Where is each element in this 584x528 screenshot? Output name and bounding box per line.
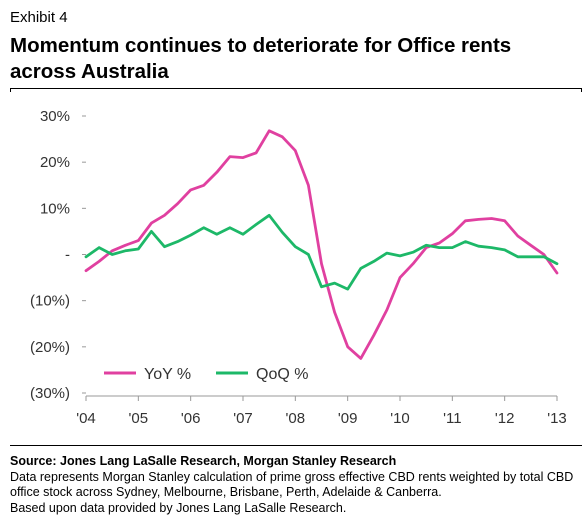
x-tick-label: '12 [495,410,515,427]
x-tick-label: '05 [129,410,149,427]
bottom-divider [10,445,582,446]
y-tick-label: (10%) [30,293,70,310]
chart-title: Momentum continues to deteriorate for Of… [10,34,512,83]
top-divider-tick-left [10,88,11,92]
x-axis: '04 '05 '06 '07 '08 '09 '10 '11 '12 '13 [76,395,567,427]
legend-label: QoQ % [256,366,308,383]
y-tick-label: 10% [40,200,70,217]
x-tick-label: '10 [390,410,410,427]
y-tick-label: 20% [40,154,70,171]
y-tick-label: - [65,247,70,264]
source-line: Source: Jones Lang LaSalle Research, Mor… [10,454,397,468]
x-tick-label: '08 [286,410,306,427]
series-lines [84,129,559,360]
legend: YoY % QoQ % [104,366,308,383]
y-axis: 30% 20% 10% - (10%) (20%) (30%) [30,108,86,402]
x-tick-label: '07 [233,410,253,427]
data-credit-note: Based upon data provided by Jones Lang L… [10,500,347,515]
y-tick-label: (30%) [30,385,70,402]
legend-label: YoY % [144,366,191,383]
chart-canvas: 30%20%10%-(10%)(20%)(30%) '04'05'06'07'0… [30,108,567,427]
x-tick-label: '13 [547,410,567,427]
exhibit-label: Exhibit 4 [10,9,68,26]
methodology-note: Data represents Morgan Stanley calculati… [10,469,574,500]
series-line-qoq [84,213,559,291]
chart-footer: Source: Jones Lang LaSalle Research, Mor… [10,454,580,516]
x-tick-label: '09 [338,410,358,427]
top-divider [10,88,582,89]
x-tick-label: '04 [76,410,96,427]
y-tick-label: 30% [40,108,70,125]
series-line-yoy [84,129,559,360]
x-tick-label: '06 [181,410,201,427]
top-divider-tick-right [581,88,582,92]
x-tick-label: '11 [443,410,461,427]
y-tick-label: (20%) [30,339,70,356]
